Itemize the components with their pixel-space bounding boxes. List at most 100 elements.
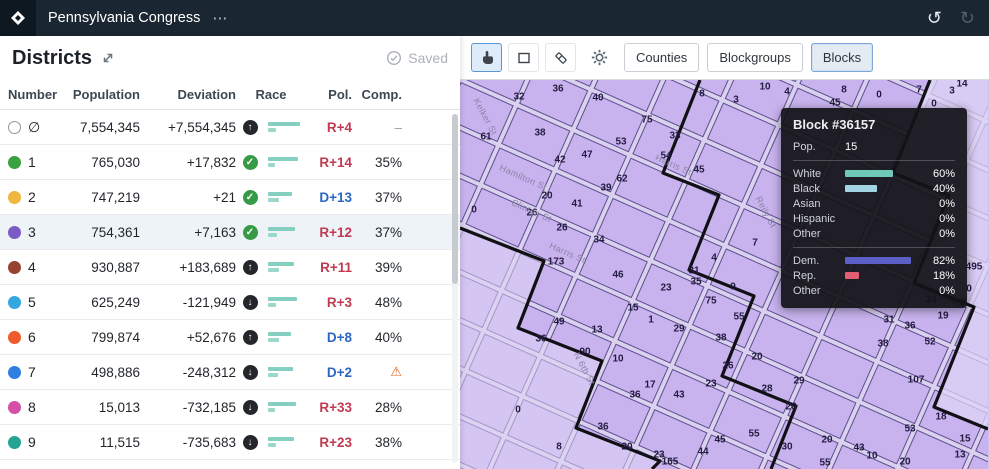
district-row-9[interactable]: 9 11,515 -735,683 ↓ R+23 38%: [0, 425, 460, 460]
pan-tool-button[interactable]: [471, 43, 502, 72]
tooltip-divider: [793, 247, 955, 248]
rectangle-tool-button[interactable]: [508, 43, 539, 72]
district-row-6[interactable]: 6 799,874 +52,676 ↑ D+8 40%: [0, 320, 460, 355]
district-compactness: 37%: [374, 189, 402, 205]
column-header-deviation: Deviation: [177, 87, 236, 102]
race-mini-chart: [264, 157, 306, 167]
district-compactness: –: [394, 119, 402, 135]
district-population: 11,515: [99, 434, 140, 450]
scrollbar-thumb[interactable]: [452, 114, 458, 284]
deviation-status-icon-down: ↓: [242, 399, 258, 415]
district-number: 5: [28, 294, 36, 310]
race-mini-chart: [264, 402, 306, 412]
district-row-7[interactable]: 7 498,886 -248,312 ↓ D+2 ⚠: [0, 355, 460, 390]
district-deviation: +52,676: [186, 329, 236, 345]
column-header-population: Population: [72, 87, 140, 102]
district-row-8[interactable]: 8 15,013 -732,185 ↓ R+33 28%: [0, 390, 460, 425]
district-population: 799,874: [91, 329, 140, 345]
district-color-dot: [8, 330, 21, 344]
tooltip-race-stats: White 60% Black 40% Asian 0% Hispanic 0% Other 0%: [793, 166, 955, 241]
district-population: 747,219: [91, 189, 140, 205]
district-population: 625,249: [91, 294, 140, 310]
district-partisan-lean: R+12: [319, 224, 352, 240]
district-row-4[interactable]: 4 930,887 +183,689 ↑ R+11 39%: [0, 250, 460, 285]
layer-button-blockgroups[interactable]: Blockgroups: [707, 43, 803, 72]
districts-table-header: Number Population Deviation Race Pol. Comp.: [0, 80, 460, 110]
district-deviation: -121,949: [182, 294, 236, 310]
district-compactness: 38%: [374, 434, 402, 450]
district-compactness: 40%: [374, 329, 402, 345]
layer-button-counties[interactable]: Counties: [624, 43, 700, 72]
saved-label: Saved: [408, 50, 448, 66]
race-mini-chart: [264, 227, 306, 237]
tooltip-stat-row-dem: Dem. 82%: [793, 254, 955, 267]
district-color-dot: [8, 365, 21, 379]
district-partisan-lean: R+11: [320, 259, 352, 275]
column-header-comp: Comp.: [361, 87, 402, 102]
map-toolbar: Counties Blockgroups Blocks: [460, 36, 989, 80]
district-compactness: 28%: [374, 399, 402, 415]
rectangle-icon: [517, 52, 530, 63]
tooltip-stat-row-white: White 60%: [793, 167, 955, 180]
layer-button-blocks[interactable]: Blocks: [810, 43, 874, 72]
saved-status: Saved: [386, 50, 448, 66]
district-population: 754,361: [91, 224, 140, 240]
district-row-3[interactable]: 3 754,361 +7,163 ✓ R+12 37%: [0, 215, 460, 250]
district-number: ∅: [28, 118, 41, 135]
district-color-dot: [8, 295, 21, 309]
race-mini-chart: [264, 367, 306, 377]
tooltip-stat-row-asian: Asian 0%: [793, 197, 955, 210]
layer-switcher: Counties Blockgroups Blocks: [624, 43, 874, 72]
stat-bar: [845, 185, 877, 192]
district-row-∅[interactable]: ∅ 7,554,345 +7,554,345 ↑ R+4 –: [0, 110, 460, 145]
district-color-dot: [8, 225, 21, 239]
districts-panel-header: Districts Saved: [0, 36, 460, 80]
saved-check-icon: [387, 50, 402, 66]
map-canvas[interactable]: 32 36 40 8 3 10 4 8 45 0 7 3 14 0 75 61 38 53 33 47 42 54 45 62…: [460, 80, 989, 469]
district-partisan-lean: R+4: [326, 119, 352, 135]
tooltip-stat-row-rep: Rep. 18%: [793, 269, 955, 282]
eraser-icon: [554, 51, 567, 64]
gear-icon: [591, 49, 608, 66]
deviation-status-icon-down: ↓: [242, 364, 258, 380]
district-partisan-lean: R+14: [319, 154, 352, 170]
district-compactness: ⚠: [390, 364, 402, 379]
settings-gear-button[interactable]: [589, 47, 610, 68]
app-logo-icon[interactable]: [0, 0, 36, 36]
map-side: Counties Blockgroups Blocks: [460, 36, 989, 469]
race-mini-chart: [264, 262, 306, 272]
hand-pointer-icon: [482, 50, 493, 64]
district-population: 930,887: [91, 259, 140, 275]
plan-menu-button[interactable]: ⋯: [212, 10, 228, 27]
district-population: 498,886: [91, 364, 140, 380]
expand-panel-icon[interactable]: [101, 51, 115, 65]
undo-button[interactable]: ↺: [926, 8, 942, 28]
district-row-2[interactable]: 2 747,219 +21 ✓ D+13 37%: [0, 180, 460, 215]
district-color-dot: [8, 190, 21, 204]
district-number: 4: [28, 259, 36, 275]
column-header-pol: Pol.: [328, 87, 352, 102]
race-mini-chart: [264, 192, 306, 202]
pop-label: Pop.: [793, 140, 816, 153]
district-color-dot: [8, 435, 21, 449]
panel-scrollbar[interactable]: [452, 114, 458, 463]
stat-bar: [845, 272, 859, 279]
district-color-dot: [8, 155, 21, 169]
district-color-dot: [8, 120, 21, 134]
district-partisan-lean: D+13: [319, 189, 352, 205]
deviation-status-icon-up: ↑: [242, 329, 258, 345]
district-row-1[interactable]: 1 765,030 +17,832 ✓ R+14 35%: [0, 145, 460, 180]
deviation-status-icon-check: ✓: [242, 154, 258, 170]
eraser-tool-button[interactable]: [545, 43, 576, 72]
district-deviation: +183,689: [179, 259, 236, 275]
tooltip-title: Block #36157: [793, 117, 876, 132]
district-row-5[interactable]: 5 625,249 -121,949 ↓ R+3 48%: [0, 285, 460, 320]
block-tooltip: Block #36157 Pop. 15 White 60% Black 40% Asi…: [781, 108, 967, 308]
stat-bar: [845, 170, 893, 177]
district-deviation: +17,832: [186, 154, 236, 170]
plan-title: Pennsylvania Congress: [48, 10, 201, 26]
deviation-status-icon-down: ↓: [242, 434, 258, 450]
district-population: 7,554,345: [79, 119, 140, 135]
district-population: 15,013: [98, 399, 140, 415]
district-number: 1: [28, 154, 36, 170]
